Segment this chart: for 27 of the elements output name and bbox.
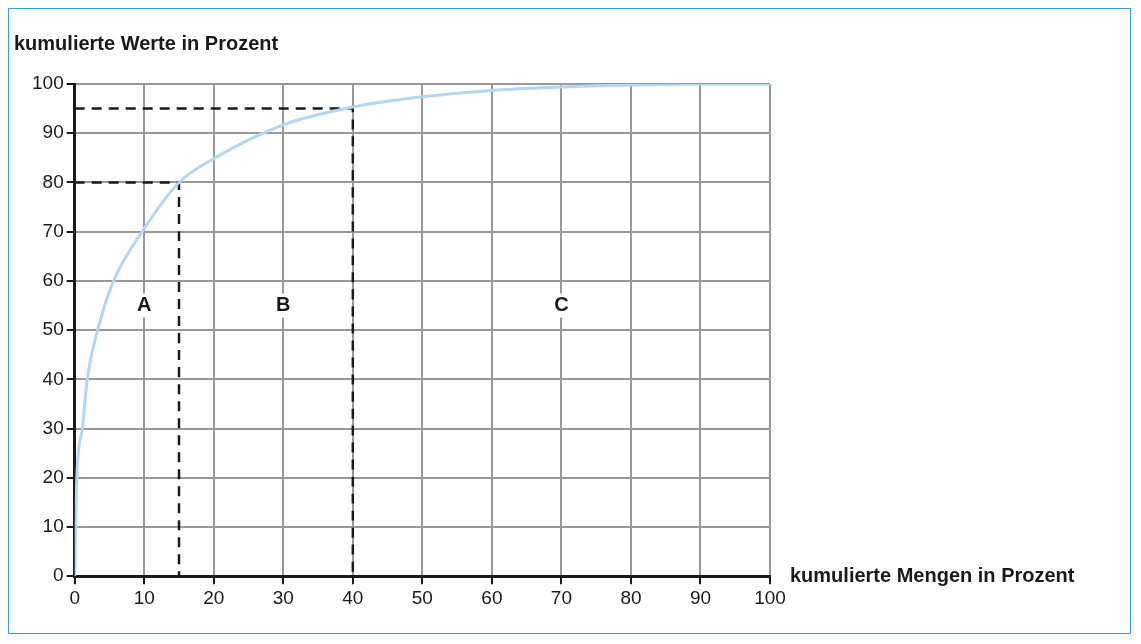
y-tick-label: 90 [42,121,64,143]
x-tick-label: 100 [754,586,786,608]
annotation: A [137,293,152,316]
y-tick-label: 80 [42,170,64,192]
x-tick-label: 0 [69,586,80,608]
y-axis-title: kumulierte Werte in Prozent [14,31,279,54]
x-tick-label: 40 [342,586,364,608]
y-tick-label: 20 [42,465,64,487]
y-tick-label: 40 [42,367,64,389]
y-tick-label: 30 [42,416,64,438]
x-axis-title: kumulierte Mengen in Prozent [790,563,1075,586]
y-tick-label: 10 [42,515,64,537]
y-tick-label: 60 [42,269,64,291]
y-tick-label: 70 [42,219,64,241]
x-tick-label: 30 [272,586,294,608]
x-tick-label: 60 [481,586,503,608]
y-tick-label: 100 [32,72,64,94]
x-tick-label: 90 [689,586,712,608]
x-tick-label: 50 [411,586,433,608]
x-tick-label: 70 [550,586,572,608]
x-tick-label: 80 [620,586,642,608]
annotation: B [276,293,291,316]
y-tick-label: 50 [42,318,64,340]
x-tick-label: 10 [133,586,155,608]
y-tick-label: 0 [53,564,64,586]
x-tick-label: 20 [203,586,225,608]
annotation: C [554,293,569,316]
